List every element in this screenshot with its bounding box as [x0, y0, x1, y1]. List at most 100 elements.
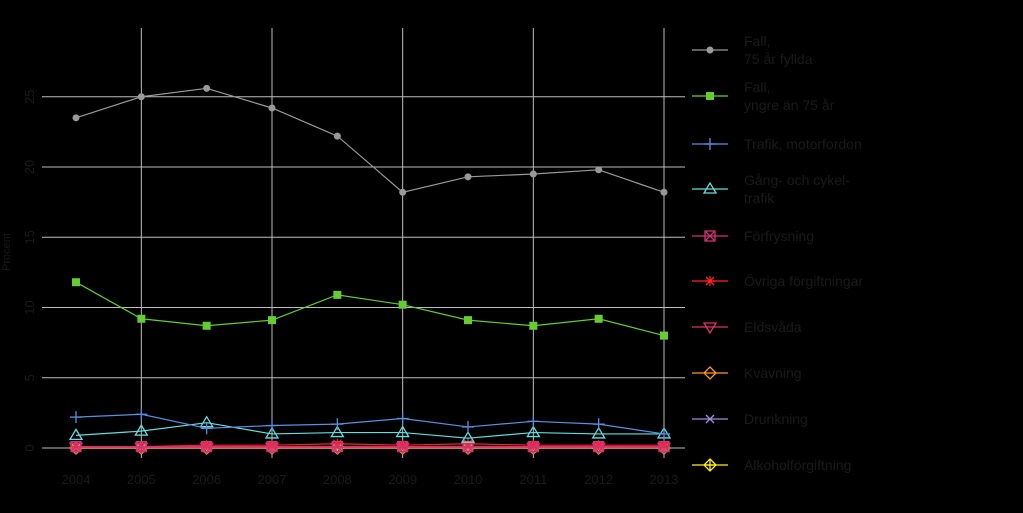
legend-marker: [705, 276, 715, 286]
data-point: [72, 278, 80, 287]
data-point: [462, 440, 474, 453]
series-line: [75, 413, 665, 435]
y-axis-label: Procent: [1, 233, 13, 271]
series-1: [72, 278, 668, 340]
data-point: [200, 422, 213, 435]
y-tick-label: 10: [22, 300, 37, 314]
legend-item[interactable]: Drunkning: [692, 411, 808, 427]
data-point: [202, 321, 211, 330]
x-tick-label: 2007: [258, 472, 287, 487]
data-point: [333, 132, 341, 140]
data-point: [593, 440, 605, 453]
x-axis: 2004 2005 2006 2007 2008 2009 2010 2011 2012 2013: [62, 472, 679, 487]
x-tick-label: 2004: [62, 472, 91, 487]
data-point: [268, 316, 276, 325]
y-tick-label: 15: [22, 230, 37, 244]
data-point: [527, 440, 539, 453]
x-tick-label: 2005: [127, 472, 156, 487]
legend-marker: [706, 46, 714, 54]
x-tick-label: 2009: [388, 472, 417, 487]
data-point: [462, 420, 474, 433]
legend-item[interactable]: Övriga förgiftningar: [692, 272, 863, 289]
data-point: [660, 188, 668, 196]
data-point: [68, 428, 84, 441]
data-point: [266, 440, 278, 453]
data-point: [594, 314, 603, 323]
y-tick-label: 5: [22, 374, 37, 381]
data-point: [526, 425, 541, 438]
data-point: [72, 114, 80, 122]
legend-item[interactable]: Gång- och cykel-trafik: [692, 172, 850, 206]
data-point: [397, 440, 409, 453]
legend-label: yngre än 75 år: [744, 97, 835, 113]
data-point: [592, 418, 605, 431]
legend-label: Alkoholförgiftning: [744, 457, 851, 473]
series-2: [70, 408, 670, 440]
data-point: [660, 331, 668, 340]
legend-label: Eldsvåda: [744, 319, 802, 335]
legend-label: Kvävning: [744, 365, 802, 381]
legend-marker: [702, 181, 718, 194]
legend-item[interactable]: Alkoholförgiftning: [692, 457, 851, 473]
data-point: [137, 93, 145, 101]
legend-label: Förfrysning: [744, 228, 814, 244]
data-point: [331, 440, 343, 453]
data-point: [464, 173, 472, 181]
data-point: [331, 418, 344, 431]
data-point: [529, 321, 538, 330]
data-point: [398, 300, 407, 309]
legend-marker: [703, 366, 717, 380]
series-line: [75, 281, 665, 337]
data-point: [527, 415, 540, 428]
legend-label: Fall,: [744, 79, 770, 95]
legend-item[interactable]: Eldsvåda: [692, 319, 802, 335]
legend[interactable]: Fall, 75 år fyllda Fall, yngre än 75 år Traf…: [692, 33, 863, 473]
y-tick-label: 0: [22, 444, 37, 451]
data-point: [399, 188, 407, 196]
x-tick-label: 2008: [323, 472, 352, 487]
legend-item[interactable]: Fall, 75 år fyllda: [692, 33, 813, 67]
data-point: [264, 426, 280, 439]
data-point: [396, 412, 409, 425]
legend-label: Övriga förgiftningar: [744, 272, 863, 289]
data-point: [658, 427, 670, 440]
legend-marker: [705, 414, 715, 424]
data-point: [266, 419, 278, 432]
data-point: [460, 430, 476, 443]
data-point: [268, 104, 276, 112]
legend-item[interactable]: Kvävning: [692, 365, 802, 381]
legend-item[interactable]: Förfrysning: [692, 228, 814, 244]
legend-label: trafik: [744, 190, 775, 206]
data-point: [591, 426, 606, 439]
data-point: [595, 166, 603, 174]
data-point: [70, 440, 82, 453]
gridlines: [42, 28, 685, 458]
y-axis: 0 5 10 15 20 25: [22, 90, 37, 452]
x-tick-label: 2011: [519, 472, 547, 487]
series-line: [75, 422, 664, 439]
data-point: [330, 425, 345, 438]
data-point: [201, 440, 213, 453]
y-tick-label: 20: [22, 160, 37, 174]
series-3: [68, 415, 672, 443]
y-tick-label: 25: [22, 90, 37, 104]
data-point: [134, 423, 149, 436]
data-point: [464, 316, 472, 325]
data-point: [135, 408, 148, 421]
series-4: [70, 440, 670, 453]
legend-marker: [704, 230, 716, 242]
series-line: [76, 443, 664, 448]
legend-item[interactable]: Fall, yngre än 75 år: [692, 79, 835, 113]
series-line: [75, 87, 665, 193]
x-tick-label: 2012: [584, 472, 613, 487]
series-group: [68, 84, 672, 455]
legend-item[interactable]: Trafik, motorfordon: [692, 136, 862, 152]
x-tick-label: 2006: [192, 472, 221, 487]
data-point: [333, 290, 342, 299]
legend-marker: [702, 322, 718, 335]
legend-marker: [704, 138, 716, 150]
x-tick-label: 2010: [454, 472, 483, 487]
legend-label: Fall,: [744, 33, 770, 49]
